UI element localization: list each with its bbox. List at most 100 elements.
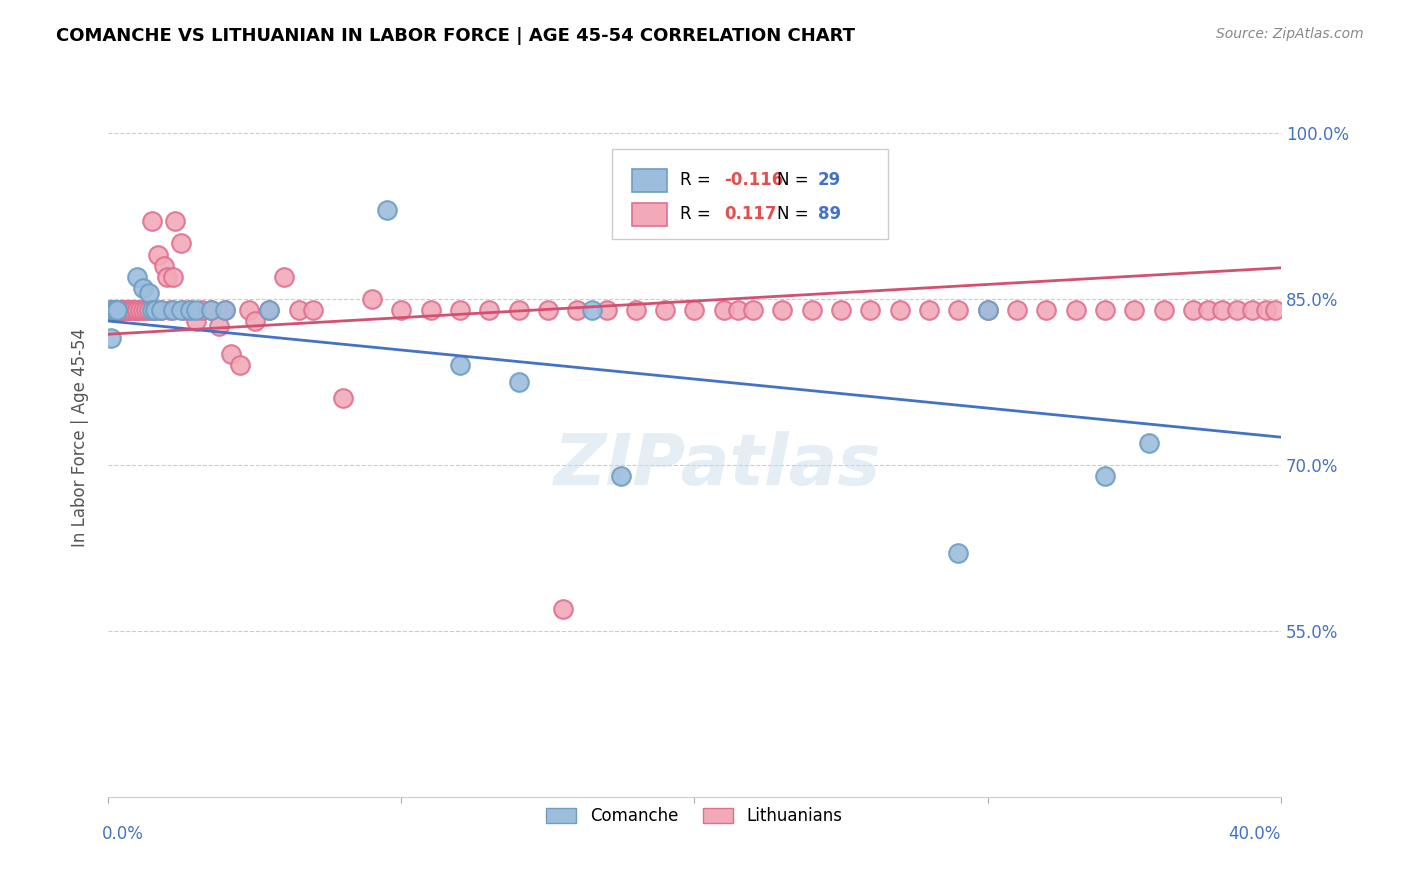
Point <box>610 469 633 483</box>
Point <box>100 302 122 317</box>
Point <box>537 302 560 317</box>
Point <box>1123 302 1146 317</box>
Point <box>1226 302 1249 317</box>
Point <box>184 314 207 328</box>
Point <box>551 601 574 615</box>
Point <box>772 302 794 317</box>
Point <box>800 302 823 317</box>
Point <box>243 314 266 328</box>
Point <box>173 302 195 317</box>
Point <box>713 302 735 317</box>
Point <box>1181 302 1204 317</box>
Point <box>103 302 125 317</box>
Point <box>1094 302 1116 317</box>
Point <box>977 302 1000 317</box>
Point <box>581 302 603 317</box>
Point <box>132 281 155 295</box>
Point <box>103 302 125 317</box>
Point <box>1256 302 1278 317</box>
Point <box>683 302 706 317</box>
Point <box>1094 469 1116 483</box>
Point <box>105 302 128 317</box>
Point <box>595 302 617 317</box>
Point <box>141 214 163 228</box>
Point <box>830 302 852 317</box>
Point <box>184 302 207 317</box>
Point <box>120 302 142 317</box>
Point <box>111 302 134 317</box>
Text: N =: N = <box>776 205 814 223</box>
Point <box>105 302 128 317</box>
Point <box>146 247 169 261</box>
Text: Source: ZipAtlas.com: Source: ZipAtlas.com <box>1216 27 1364 41</box>
Point <box>449 302 471 317</box>
Point <box>302 302 325 317</box>
Point <box>508 302 530 317</box>
Point <box>105 302 128 317</box>
Point <box>229 358 252 372</box>
Point <box>1005 302 1028 317</box>
Point <box>219 347 242 361</box>
Point <box>127 302 149 317</box>
Point <box>918 302 941 317</box>
Point <box>120 302 142 317</box>
Text: N =: N = <box>776 171 814 189</box>
Point <box>143 302 166 317</box>
Point <box>389 302 412 317</box>
Point <box>1064 302 1087 317</box>
Text: -0.116: -0.116 <box>724 171 783 189</box>
Point <box>105 302 128 317</box>
Text: 89: 89 <box>818 205 841 223</box>
Point <box>713 203 735 218</box>
Point <box>332 392 354 406</box>
Point <box>567 302 589 317</box>
Point <box>149 302 172 317</box>
Point <box>108 302 131 317</box>
FancyBboxPatch shape <box>633 202 668 226</box>
Point <box>124 302 146 317</box>
Point <box>152 259 174 273</box>
FancyBboxPatch shape <box>613 149 889 239</box>
Point <box>114 302 136 317</box>
Point <box>948 302 970 317</box>
Point <box>114 302 136 317</box>
Text: COMANCHE VS LITHUANIAN IN LABOR FORCE | AGE 45-54 CORRELATION CHART: COMANCHE VS LITHUANIAN IN LABOR FORCE | … <box>56 27 855 45</box>
Point <box>105 302 128 317</box>
Point <box>100 330 122 344</box>
Point <box>727 302 749 317</box>
Point <box>1211 302 1233 317</box>
Point <box>259 302 281 317</box>
Point <box>419 302 441 317</box>
Text: 0.117: 0.117 <box>724 205 776 223</box>
Point <box>889 302 911 317</box>
Point <box>162 302 184 317</box>
Point <box>375 203 398 218</box>
Point <box>191 302 214 317</box>
Text: 29: 29 <box>818 171 841 189</box>
Text: ZIPatlas: ZIPatlas <box>554 432 882 500</box>
Point <box>100 302 122 317</box>
Point <box>162 269 184 284</box>
Point <box>117 302 139 317</box>
Point <box>159 302 181 317</box>
Point <box>165 214 187 228</box>
Point <box>108 302 131 317</box>
Point <box>170 236 193 251</box>
Point <box>100 302 122 317</box>
Point <box>103 302 125 317</box>
Point <box>138 286 160 301</box>
Point <box>141 302 163 317</box>
Text: R =: R = <box>681 205 721 223</box>
Point <box>179 302 201 317</box>
Point <box>117 302 139 317</box>
Point <box>259 302 281 317</box>
Point <box>1153 302 1175 317</box>
Point <box>1197 302 1219 317</box>
Point <box>214 302 236 317</box>
Point <box>208 319 231 334</box>
Point <box>111 302 134 317</box>
Point <box>508 375 530 389</box>
Point <box>138 302 160 317</box>
Point <box>361 292 384 306</box>
Text: R =: R = <box>681 171 717 189</box>
